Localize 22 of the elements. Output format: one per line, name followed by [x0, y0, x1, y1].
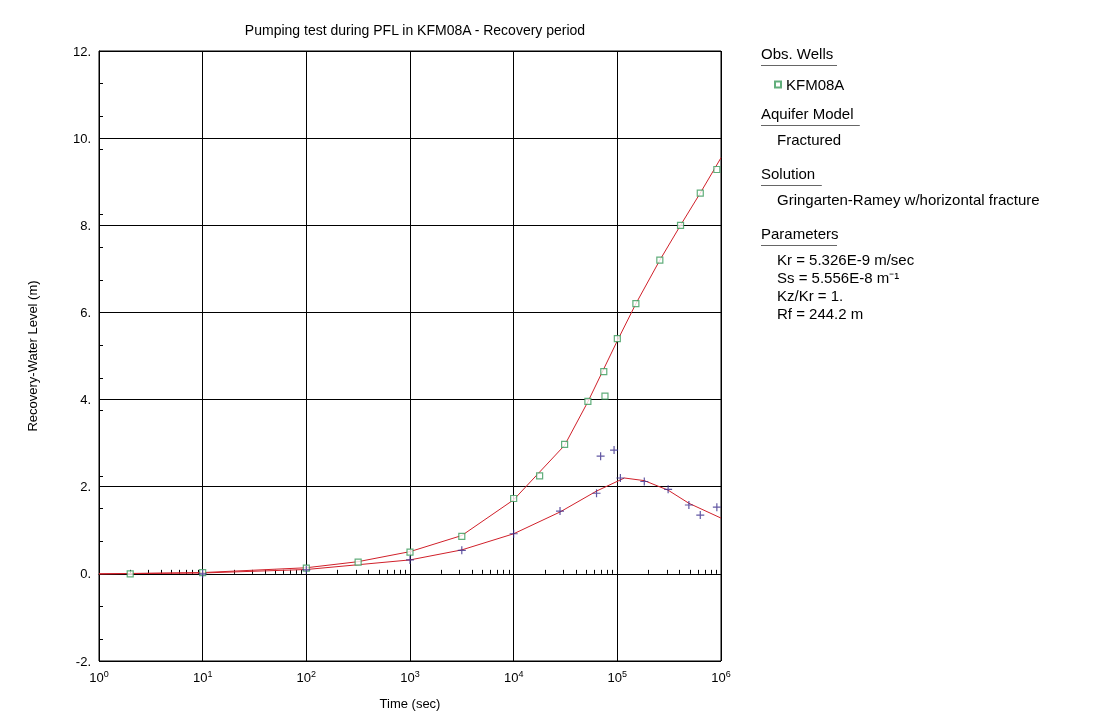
y-tick-label: 2.: [80, 479, 91, 495]
text: Gringarten-Ramey w/horizontal fracture: [777, 191, 1040, 208]
text: Kz/Kr = 1.: [777, 287, 844, 304]
y-tick-label: 10.: [72, 130, 91, 146]
text: Ss = 5.556E-8 m⁻¹: [777, 269, 900, 286]
text: Parameters: [761, 225, 839, 242]
text: Fractured: [777, 131, 842, 148]
text: Rf = 244.2 m: [777, 305, 864, 322]
text: Solution: [761, 165, 816, 182]
y-tick-label: 6.: [80, 304, 91, 320]
chart-title: Pumping test during PFL in KFM08A - Recovery period: [244, 22, 586, 38]
y-tick-label: 12.: [72, 43, 91, 59]
x-axis-title: Time (sec): [379, 696, 441, 711]
legend-title: Obs. Wells: [761, 45, 834, 62]
text: Kr = 5.326E-9 m/sec: [777, 251, 915, 268]
y-tick-label: 4.: [80, 392, 91, 408]
y-tick-label: 0.: [80, 566, 91, 582]
y-tick-label: -2.: [75, 653, 91, 669]
legend-label: KFM08A: [786, 76, 845, 93]
y-axis-title: Recovery-Water Level (m): [25, 280, 40, 432]
text: Aquifer Model: [761, 105, 854, 122]
y-tick-label: 8.: [80, 217, 91, 233]
